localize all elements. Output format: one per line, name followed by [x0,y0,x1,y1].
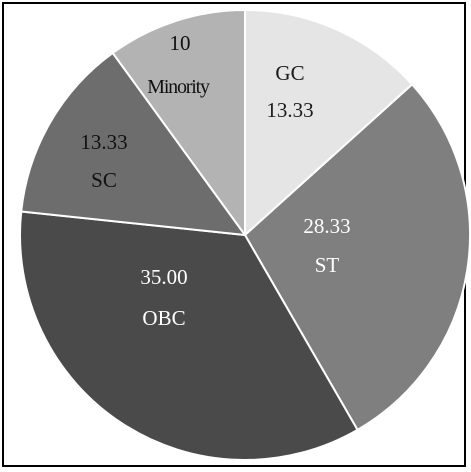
slice-label-gc: GC [275,61,304,85]
slice-label-obc: OBC [142,306,185,330]
slice-label-sc: SC [91,168,117,192]
slice-label-st: ST [315,253,340,277]
pie-slice-st [243,83,471,432]
pie-slice-obc [18,210,359,461]
slice-value-obc: 35.00 [140,265,187,289]
pie-slices [18,8,471,461]
slice-value-minority: 10 [170,31,191,55]
pie-slice-gc [244,8,414,238]
slice-value-st: 28.33 [303,214,350,238]
slice-value-sc: 13.33 [80,130,127,154]
slice-value-gc: 13.33 [266,98,313,122]
pie-slice-sc [20,51,248,237]
slice-label-minority: Minority [147,76,210,98]
pie-slice-minority [111,8,246,239]
